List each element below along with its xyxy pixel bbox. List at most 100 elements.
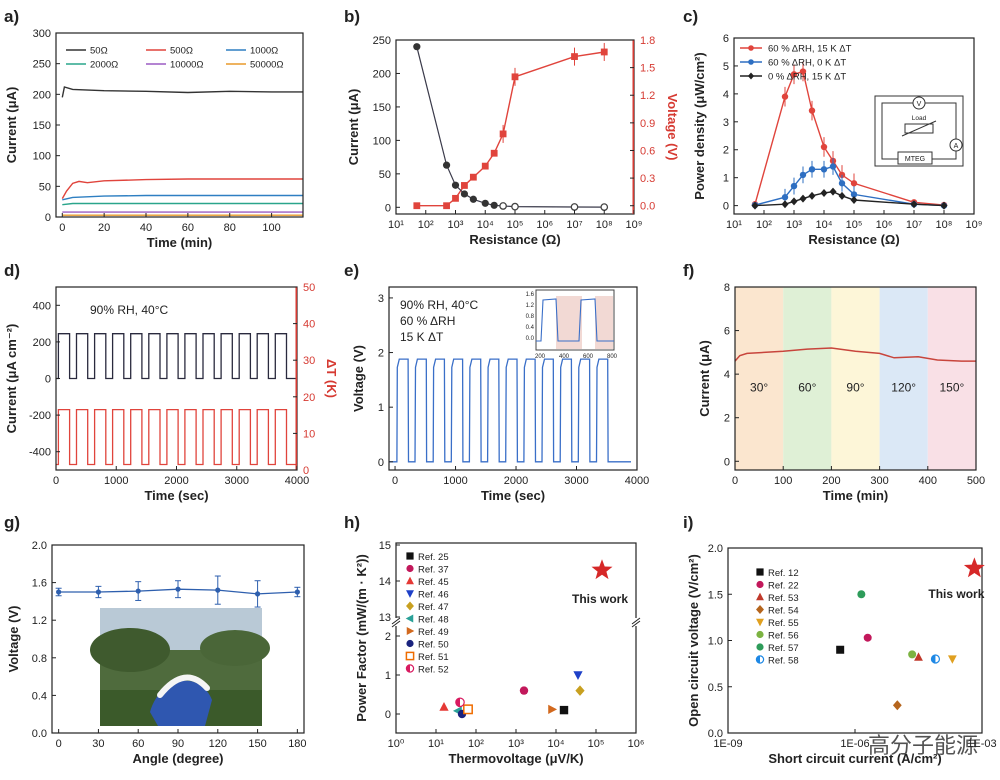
x-tick-label: 1000 [104, 475, 128, 487]
right-axis-line [632, 40, 635, 214]
voltage-point [469, 173, 477, 181]
data-point [215, 587, 221, 593]
legend-label: Ref. 46 [418, 590, 449, 601]
data-point [892, 700, 902, 711]
x-tick-label: 0 [392, 475, 398, 487]
y-tick-label: 2.0 [708, 543, 723, 555]
legend-marker [756, 580, 764, 589]
legend-marker [756, 568, 764, 576]
data-point [947, 655, 957, 664]
data-point [820, 189, 828, 198]
panel-label: h) [344, 513, 360, 532]
y-tick-label: 0.8 [32, 653, 47, 665]
voltage-point [490, 149, 498, 157]
photo-inset [90, 608, 270, 726]
mteg-box [897, 151, 933, 165]
data-point [836, 645, 845, 654]
data-point [930, 654, 941, 664]
y-tick-label: 0 [385, 202, 391, 214]
data-point [829, 187, 837, 196]
y-tick-label: 0.0 [708, 728, 723, 740]
data-point [808, 107, 816, 114]
x-tick-label: 2000 [164, 475, 188, 487]
x-axis-label: Angle (degree) [132, 751, 223, 766]
y-tick-label: 6 [724, 326, 730, 338]
y-tick-label: 100 [373, 135, 391, 147]
panel-label: g) [4, 513, 20, 532]
x-tick-label: 10¹ [726, 219, 742, 231]
x-tick-label: 10³ [786, 219, 802, 231]
legend-label: Ref. 52 [418, 665, 449, 676]
y-tick-label: -400 [29, 447, 51, 459]
y-tick-label: 2 [378, 348, 384, 360]
y-tick-label: 150 [373, 102, 391, 114]
legend-label: 1000Ω [250, 46, 278, 57]
y-tick-label: 14 [379, 576, 391, 588]
x-tick-label: 10⁸ [596, 219, 613, 231]
x-tick-label: 10² [756, 219, 772, 231]
x-tick-label: 4000 [625, 475, 649, 487]
voltage-point [571, 53, 578, 60]
y-tick-label: 300 [33, 28, 51, 40]
x-tick-label: 10⁵ [507, 219, 524, 231]
annotation: 90% RH, 40°C [400, 298, 478, 312]
data-point [781, 200, 789, 209]
current-point [570, 203, 579, 211]
inset-tick-label: 0.4 [526, 325, 535, 331]
x-tick-label: 10³ [508, 738, 524, 750]
current-point [490, 201, 498, 209]
series-line [416, 46, 605, 208]
y-tick-label: 0 [385, 709, 391, 721]
y2-tick-label: 0.0 [640, 201, 655, 213]
legend-marker [405, 651, 415, 661]
data-point [294, 589, 300, 595]
legend-marker [406, 601, 414, 611]
data-point [850, 196, 858, 205]
data-point [850, 191, 858, 198]
panel-label: b) [344, 7, 360, 26]
data-point [799, 194, 807, 203]
legend-marker [755, 655, 765, 664]
y-tick-label: 5 [723, 61, 729, 73]
x-tick-label: 0 [56, 738, 62, 750]
x-tick-label: 10³ [448, 219, 464, 231]
x-tick-label: 10⁷ [906, 219, 922, 231]
band-label: 30° [750, 381, 768, 395]
ammeter-icon [949, 138, 963, 152]
data-point [790, 71, 798, 78]
inset-band [595, 296, 613, 349]
y-tick-label: 6 [723, 33, 729, 45]
data-point [799, 68, 807, 75]
legend-marker [406, 627, 415, 635]
x-tick-label: 60 [182, 222, 194, 234]
data-point [863, 633, 872, 642]
x-tick-label: 30 [92, 738, 104, 750]
y-tick-label: 250 [33, 59, 51, 71]
data-point [463, 704, 473, 715]
y-axis-label: Current (μA) [346, 89, 361, 166]
data-point [808, 191, 816, 200]
x-tick-label: 300 [870, 475, 888, 487]
y-tick-label: 1 [723, 173, 729, 185]
panel-g: g) 0 30 60 90 120 150 180 0.0 0.4 0.8 1.2 1.6 2.0 Angl… [4, 513, 307, 766]
x-tick-label: 20 [98, 222, 110, 234]
y-tick-label: 1.0 [708, 636, 723, 648]
y-tick-label: 0 [724, 456, 730, 468]
legend-label: Ref. 55 [768, 618, 799, 629]
legend-label: Ref. 48 [418, 615, 449, 626]
data-point [914, 652, 923, 661]
data-point [548, 704, 558, 714]
x-tick-label: 10⁹ [966, 219, 983, 231]
series-line [62, 194, 303, 201]
current-point [600, 203, 609, 211]
y2-tick-label: 10 [303, 428, 315, 440]
x-axis-label: Thermovoltage (μV/K) [448, 751, 583, 766]
x-tick-label: 80 [224, 222, 236, 234]
x-tick-label: 0 [53, 475, 59, 487]
y-tick-label: 50 [39, 181, 51, 193]
data-point [940, 201, 948, 210]
y2-tick-label: 40 [303, 319, 315, 331]
x-tick-label: 10⁶ [628, 738, 645, 750]
photo-tree [200, 630, 270, 666]
y-axis-label: Voltage (V) [6, 606, 21, 673]
